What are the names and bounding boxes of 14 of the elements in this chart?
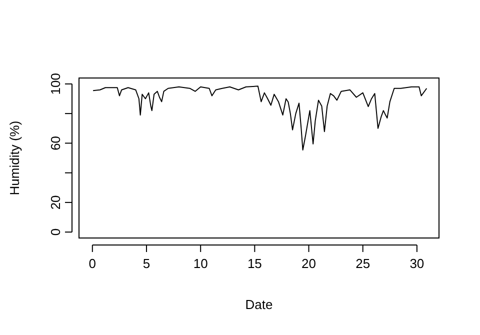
- y-tick-label: 60: [48, 136, 63, 150]
- y-tick-label: 20: [48, 195, 63, 210]
- x-tick-label: 20: [302, 256, 316, 271]
- y-tick-label: 0: [48, 228, 63, 236]
- x-axis-title: Date: [245, 297, 273, 312]
- line-series: [92, 86, 428, 150]
- y-axis-title: Humidity (%): [7, 120, 22, 196]
- x-tick-label: 30: [410, 256, 424, 271]
- x-tick-label: 25: [356, 256, 370, 271]
- y-tick-label: 100: [48, 73, 63, 95]
- x-tick-label: 5: [142, 256, 150, 271]
- x-tick-label: 15: [247, 256, 262, 271]
- x-tick-label: 0: [88, 256, 96, 271]
- x-tick-label: 10: [193, 256, 208, 271]
